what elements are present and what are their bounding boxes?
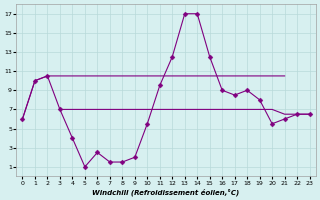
X-axis label: Windchill (Refroidissement éolien,°C): Windchill (Refroidissement éolien,°C) [92, 188, 240, 196]
